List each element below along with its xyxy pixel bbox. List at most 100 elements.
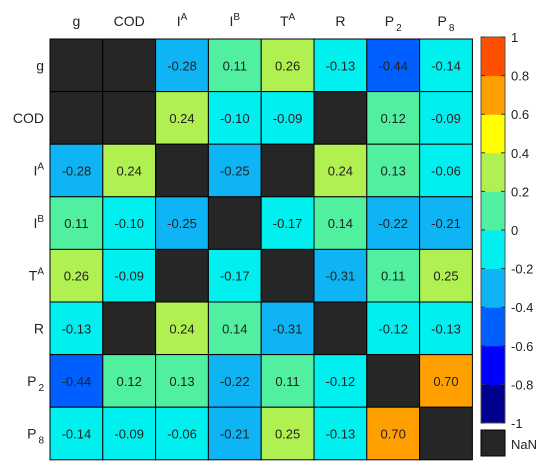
heatmap-cell-nan xyxy=(102,38,157,93)
cell-value-label: -0.28 xyxy=(167,58,197,73)
nan-label: NaN xyxy=(511,437,537,452)
colorbar-tick-label: 0 xyxy=(511,223,518,238)
heatmap-cell xyxy=(419,196,473,250)
cell-value-label: -0.13 xyxy=(62,321,92,336)
cell-value-label: 0.11 xyxy=(275,374,299,389)
cell-value-label: -0.44 xyxy=(378,58,408,73)
colorbar-tick-label: 1 xyxy=(511,30,518,45)
colorbar-segment xyxy=(481,345,505,385)
cell-value-label: 0.26 xyxy=(64,269,89,284)
heatmap-cell-nan xyxy=(313,91,368,145)
colorbar-tick-label: -0.4 xyxy=(511,300,533,315)
cell-value-label: -0.09 xyxy=(114,427,144,442)
cell-value-label: -0.09 xyxy=(273,111,303,126)
cell-value-label: -0.10 xyxy=(220,111,250,126)
heatmap-cell xyxy=(49,354,104,408)
column-label: IA xyxy=(177,12,188,29)
colorbar: 1 0.8 0.6 0.4 0.2 0 -0.2 -0.4 -0.6 -0.8 -1 xyxy=(480,30,533,431)
cell-value-label: 0.11 xyxy=(223,58,247,73)
cell-value-label: 0.24 xyxy=(328,164,353,179)
cell-value-label: -0.06 xyxy=(431,164,461,179)
cell-value-label: -0.13 xyxy=(326,427,356,442)
heatmap-cell xyxy=(49,143,104,198)
heatmap-cell-nan xyxy=(366,354,421,408)
cell-value-label: -0.10 xyxy=(114,216,144,231)
cell-value-label: -0.14 xyxy=(62,427,92,442)
cell-value-label: -0.12 xyxy=(378,321,408,336)
heatmap-cell xyxy=(102,406,157,461)
column-label: R xyxy=(335,13,345,29)
cell-value-label: 0.13 xyxy=(169,374,194,389)
cell-value-label: 0.14 xyxy=(222,321,247,336)
column-labels: g COD IA IB TA R P 2 P 8 xyxy=(73,12,455,34)
cell-value-label: -0.25 xyxy=(167,216,197,231)
heatmap-cell-nan xyxy=(49,91,104,145)
colorbar-segment xyxy=(481,384,505,424)
heatmap-cell xyxy=(313,406,368,461)
heatmap-cells xyxy=(49,38,473,461)
cell-value-label: -0.31 xyxy=(326,269,356,284)
cell-value-label: 0.25 xyxy=(275,427,300,442)
cell-value-label: -0.44 xyxy=(62,374,92,389)
cell-value-label: -0.28 xyxy=(62,164,92,179)
heatmap-cell xyxy=(419,248,473,303)
heatmap-cell xyxy=(207,248,262,303)
row-label: COD xyxy=(13,110,44,126)
colorbar-tick-label: 0.8 xyxy=(511,69,529,84)
cell-value-label: 0.11 xyxy=(64,216,88,231)
cell-value-label: 0.25 xyxy=(433,269,458,284)
heatmap-cell-nan xyxy=(313,301,368,356)
heatmap-cell xyxy=(366,406,421,461)
heatmap-cell-nan xyxy=(207,196,262,250)
heatmap-cell xyxy=(155,354,209,408)
heatmap-cell xyxy=(313,354,368,408)
colorbar-segment xyxy=(481,152,505,192)
column-label: g xyxy=(73,13,81,29)
heatmap-cell xyxy=(102,196,157,250)
colorbar-segment xyxy=(481,37,505,77)
cell-value-label: -0.31 xyxy=(273,321,303,336)
cell-value-label: 0.12 xyxy=(381,111,406,126)
heatmap-cell xyxy=(313,196,368,250)
heatmap-cell xyxy=(207,38,262,93)
cell-value-label: -0.17 xyxy=(220,269,250,284)
heatmap-cell xyxy=(155,38,209,93)
colorbar-segment xyxy=(481,307,505,347)
colorbar-tick-label: 0.2 xyxy=(511,184,529,199)
colorbar-tick-label: 0.6 xyxy=(511,107,529,122)
heatmap-cell-labels: -0.28 0.11 0.26 -0.13 -0.44 -0.14 0.24 -0.10 -0.… xyxy=(62,58,461,441)
row-label: TA xyxy=(29,267,45,284)
heatmap-cell xyxy=(260,406,315,461)
column-label: IB xyxy=(230,12,241,29)
cell-value-label: -0.21 xyxy=(220,427,250,442)
cell-value-label: -0.09 xyxy=(114,269,144,284)
cell-value-label: -0.14 xyxy=(431,58,461,73)
cell-value-label: 0.11 xyxy=(381,269,405,284)
cell-value-label: -0.13 xyxy=(431,321,461,336)
heatmap-cell xyxy=(49,301,104,356)
heatmap-cell-nan xyxy=(49,38,104,93)
heatmap-cell xyxy=(260,38,315,93)
cell-value-label: 0.12 xyxy=(117,374,142,389)
heatmap-cell-nan xyxy=(260,143,315,198)
colorbar-segment xyxy=(481,230,505,270)
cell-value-label: 0.14 xyxy=(328,216,353,231)
cell-value-label: 0.70 xyxy=(433,374,458,389)
row-labels: g COD IA IB TA R P 2 P 8 xyxy=(13,57,45,446)
heatmap-cell-nan xyxy=(155,248,209,303)
cell-value-label: 0.13 xyxy=(381,164,406,179)
heatmap-cell-nan xyxy=(102,301,157,356)
column-label: COD xyxy=(114,13,145,29)
row-label: IA xyxy=(33,162,44,179)
nan-swatch xyxy=(480,429,506,457)
row-label: R xyxy=(34,320,44,336)
colorbar-segment xyxy=(481,114,505,154)
colorbar-tick-label: 0.4 xyxy=(511,146,529,161)
row-label: IB xyxy=(33,214,44,231)
colorbar-tick-label: -1 xyxy=(511,416,523,431)
heatmap-cell xyxy=(419,91,473,145)
